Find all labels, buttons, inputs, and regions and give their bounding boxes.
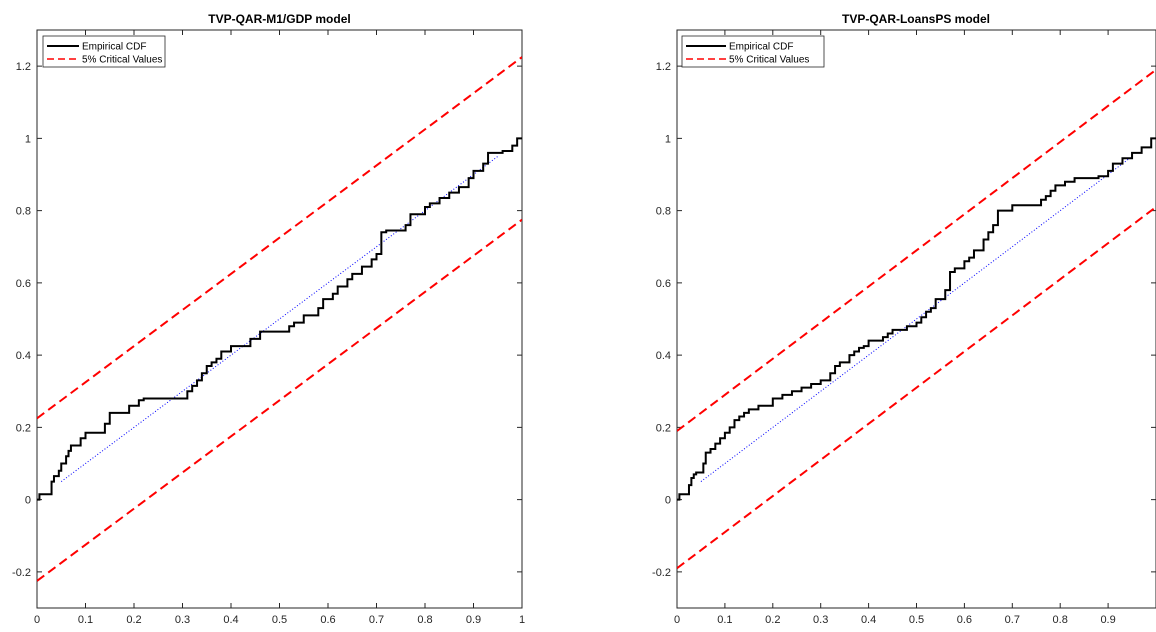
x-axis: 0 0.1 0.2 0.3 0.4 0.5 0.6 0.7 0.8 0.9 1	[34, 30, 525, 626]
x-tick-label: 0.3	[813, 614, 828, 626]
x-tick-label: 0.6	[320, 614, 335, 626]
x-tick-label: 0.3	[175, 614, 190, 626]
y-tick-label: 1	[665, 133, 671, 145]
chart-title: TVP-QAR-LoansPS model	[842, 12, 990, 26]
axes-left: TVP-QAR-M1/GDP model 0 0.1 0.2 0.3 0.4 0.5 0.6…	[12, 12, 525, 626]
x-tick-label: 0.9	[466, 614, 481, 626]
legend: Empirical CDF 5% Critical Values	[42, 35, 166, 68]
series-empirical-cdf	[677, 137, 1156, 501]
legend-label-empirical: Empirical CDF	[82, 42, 146, 53]
x-tick-label: 0.6	[957, 614, 972, 626]
y-tick-label: -0.2	[652, 567, 671, 579]
x-tick-label: 0.5	[909, 614, 924, 626]
y-tick-label: 0.8	[16, 206, 31, 218]
x-tick-label: 0.9	[1100, 614, 1115, 626]
x-tick-label: 0.1	[717, 614, 732, 626]
y-tick-label: 1.2	[656, 61, 671, 73]
x-tick-label: 0	[34, 614, 40, 626]
x-tick-label: 0.8	[417, 614, 432, 626]
y-tick-label: 1.2	[16, 61, 31, 73]
y-tick-label: 1	[25, 133, 31, 145]
x-tick-label: 0.4	[223, 614, 238, 626]
x-tick-label: 0.1	[78, 614, 93, 626]
plot-area	[676, 29, 1156, 609]
y-tick-label: -0.2	[12, 567, 31, 579]
legend-label-critical: 5% Critical Values	[729, 55, 809, 66]
x-tick-label: 0.7	[1005, 614, 1020, 626]
y-axis: -0.2 0 0.2 0.4 0.6 0.8 1 1.2	[12, 61, 522, 579]
legend-label-empirical: Empirical CDF	[729, 42, 793, 53]
y-tick-label: 0.6	[16, 278, 31, 290]
y-tick-label: 0.4	[656, 350, 671, 362]
y-tick-label: 0	[25, 495, 31, 507]
x-axis: 0 0.1 0.2 0.3 0.4 0.5 0.6 0.7 0.8 0.9	[674, 30, 1116, 626]
axes-right: TVP-QAR-LoansPS model 0 0.1 0.2 0.3 0.4 0.5 0.…	[652, 12, 1156, 626]
legend-box	[42, 35, 166, 68]
y-tick-label: 0.2	[16, 422, 31, 434]
legend: Empirical CDF 5% Critical Values	[681, 35, 825, 68]
y-tick-label: 0.4	[16, 350, 31, 362]
y-tick-label: 0.2	[656, 422, 671, 434]
series-critical-lower	[37, 218, 522, 582]
series-empirical-cdf	[37, 137, 522, 501]
x-tick-label: 0.2	[765, 614, 780, 626]
series-critical-upper	[677, 68, 1156, 432]
y-axis: -0.2 0 0.2 0.4 0.6 0.8 1 1.2	[652, 61, 1156, 579]
y-tick-label: 0.6	[656, 278, 671, 290]
legend-box	[681, 35, 825, 68]
series-critical-lower	[677, 206, 1156, 570]
series-critical-upper	[37, 56, 522, 420]
x-tick-label: 0.2	[126, 614, 141, 626]
plot-area	[36, 29, 523, 609]
series-group	[37, 56, 522, 582]
x-tick-label: 0.4	[861, 614, 876, 626]
series-group	[677, 68, 1156, 570]
x-tick-label: 1	[519, 614, 525, 626]
x-tick-label: 0	[674, 614, 680, 626]
x-tick-label: 0.8	[1053, 614, 1068, 626]
chart-title: TVP-QAR-M1/GDP model	[208, 12, 350, 26]
x-tick-label: 0.7	[369, 614, 384, 626]
y-tick-label: 0.8	[656, 206, 671, 218]
x-tick-label: 0.5	[272, 614, 287, 626]
legend-label-critical: 5% Critical Values	[82, 55, 162, 66]
y-tick-label: 0	[665, 495, 671, 507]
